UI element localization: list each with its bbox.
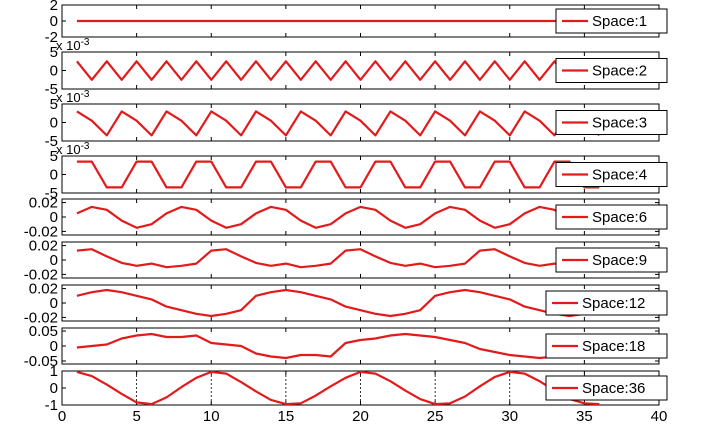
subplot-1: 20-2 Space:1	[45, 0, 668, 46]
exponent-label: x 10-3	[56, 37, 90, 53]
y-tick-label: 0	[50, 209, 58, 226]
y-tick-label: 0	[50, 115, 58, 132]
legend-label: Space:4	[592, 167, 647, 184]
series-line	[76, 60, 601, 81]
x-tick-label: 0	[58, 408, 66, 425]
y-tick-label: -5	[45, 133, 58, 150]
subplot-3: 5 0-5 x 10-3 Space:3	[45, 89, 668, 150]
y-tick-label: -1	[45, 397, 58, 414]
y-tick-label: 0	[50, 63, 58, 80]
legend-label: Space:2	[592, 63, 647, 80]
x-tick-label: 20	[352, 408, 369, 425]
y-tick-label: 0.05	[29, 323, 58, 340]
series-line	[76, 248, 600, 269]
legend: Space:3	[555, 110, 668, 135]
y-tick-label: -5	[45, 185, 58, 202]
subplot-2: 5 0-5 x 10-3 Space:2	[45, 37, 668, 98]
x-tick-label: 35	[576, 408, 593, 425]
legend: Space:36	[545, 375, 668, 401]
y-tick-label: 0	[50, 295, 58, 312]
legend-label: Space:18	[582, 338, 645, 355]
y-tick-label: -0.02	[24, 309, 58, 326]
y-tick-label: 0.02	[29, 281, 58, 298]
y-tick-label: 2	[50, 0, 58, 14]
y-tick-label: -0.02	[24, 223, 58, 240]
legend-label: Space:6	[592, 209, 647, 226]
y-tick-label: 0	[50, 380, 58, 397]
x-tick-label: 30	[501, 408, 518, 425]
series-line	[76, 205, 600, 229]
y-tick-label: -0.02	[24, 266, 58, 283]
x-axis: 0 5 10 15 20 25 30 35 40	[58, 408, 668, 425]
x-tick-label: 25	[427, 408, 444, 425]
y-tick-label: 5	[50, 96, 58, 113]
legend: Space:2	[555, 58, 668, 83]
subplot-7: 0.020-0.02 Space:12	[24, 281, 668, 326]
x-tick-label: 40	[651, 408, 668, 425]
y-tick-label: 0	[50, 338, 58, 355]
y-tick-label: 0.02	[29, 195, 58, 212]
series-line	[76, 160, 600, 189]
y-tick-label: 1	[50, 363, 58, 380]
legend: Space:18	[545, 333, 668, 359]
exponent-label: x 10-3	[56, 141, 90, 157]
y-tick-label: -2	[45, 29, 58, 46]
y-tick-label: 0	[50, 167, 58, 184]
legend: Space:9	[555, 247, 668, 273]
subplot-5: 0.020-0.02 Space:6	[24, 195, 668, 240]
legend-label: Space:9	[592, 252, 647, 269]
series-line	[76, 110, 601, 137]
y-tick-label: 0	[50, 252, 58, 269]
y-tick-label: -0.05	[24, 353, 58, 370]
x-tick-label: 5	[132, 408, 140, 425]
legend-label: Space:36	[582, 380, 645, 397]
subplot-4: 5 0-5 x 10-3 Space:4	[45, 141, 668, 202]
subplot-6: 0.020-0.02 Space:9	[24, 238, 668, 283]
subplot-8: 0.050-0.05 Space:18	[24, 323, 668, 370]
x-tick-label: 15	[278, 408, 295, 425]
y-tick-label: 0.02	[29, 238, 58, 255]
y-tick-label: 0	[50, 13, 58, 30]
legend-label: Space:3	[592, 115, 647, 132]
exponent-label: x 10-3	[56, 89, 90, 105]
legend: Space:4	[555, 162, 668, 187]
y-tick-label: 5	[50, 148, 58, 165]
series-line	[76, 332, 600, 360]
x-tick-label: 10	[203, 408, 220, 425]
legend-label: Space:1	[592, 13, 647, 30]
legend-label: Space:12	[582, 295, 645, 312]
legend: Space:12	[545, 290, 668, 316]
y-tick-label: 5	[50, 44, 58, 61]
legend: Space:1	[555, 8, 668, 34]
y-tick-label: -5	[45, 81, 58, 98]
series-line	[76, 371, 600, 405]
series-line	[76, 288, 600, 318]
legend: Space:6	[555, 204, 668, 230]
subplot-9: 10-1 Space:36	[45, 363, 668, 414]
